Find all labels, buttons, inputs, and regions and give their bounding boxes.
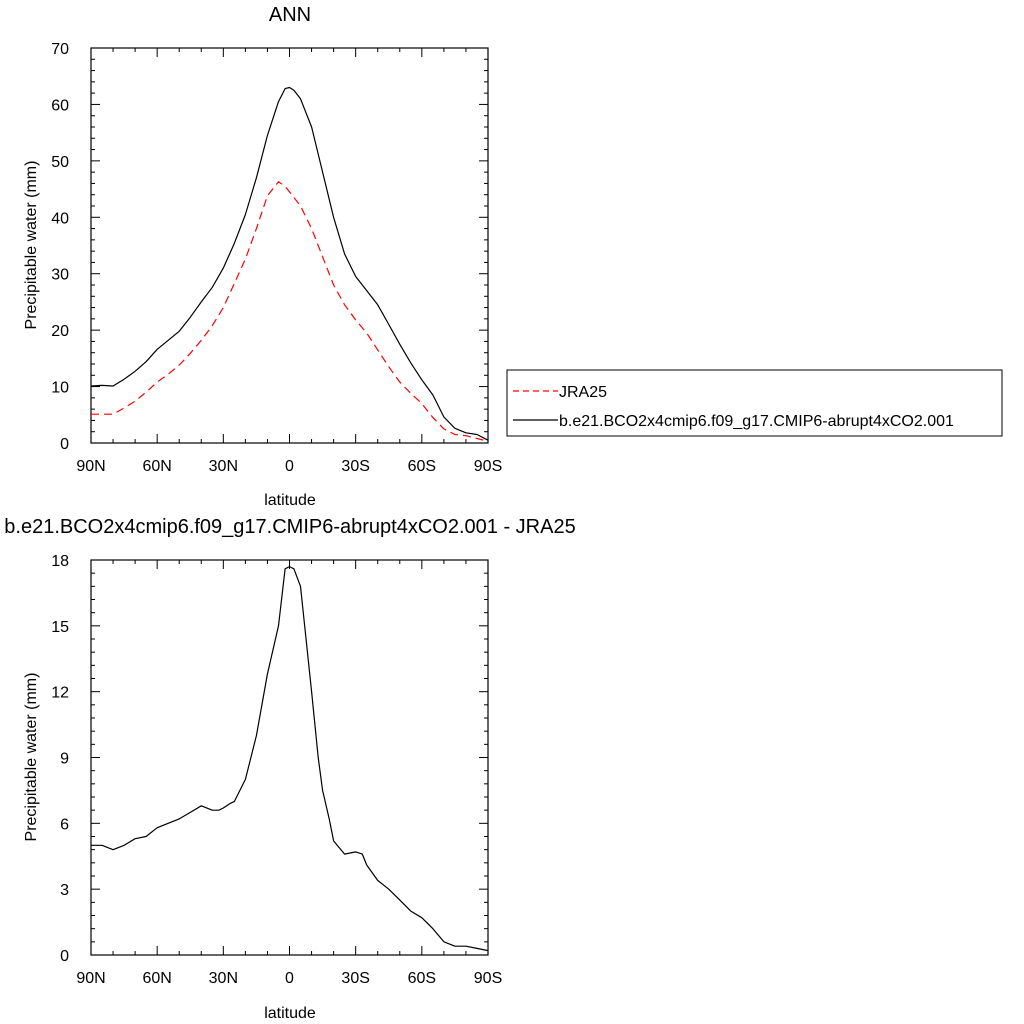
x-tick-label: 90S (474, 458, 502, 475)
x-tick-label: 90N (76, 458, 105, 475)
y-tick-label: 70 (51, 41, 69, 58)
y-tick-label: 50 (51, 154, 69, 171)
x-tick-label: 0 (285, 970, 294, 987)
y-tick-label: 40 (51, 210, 69, 227)
y-tick-label: 60 (51, 97, 69, 114)
y-tick-label: 18 (51, 553, 69, 570)
series-line-jra25 (91, 181, 489, 442)
top-panel-series (90, 86, 489, 442)
top-panel-legend: JRA25 b.e21.BCO2x4cmip6.f09_g17.CMIP6-ab… (506, 369, 1003, 437)
top-panel: ANN 90N 60N 30N 0 30S 60S 90S 0 10 20 30 40 50 60 70 l… (23, 4, 502, 509)
series-line-b-e21-bco2x4cmip6-f09-g17-cmip6-abrupt4xco2-001 (90, 86, 489, 441)
bottom-panel-ylabel: Precipitable water (mm) (23, 673, 40, 842)
y-tick-label: 20 (51, 323, 69, 340)
y-tick-label: 6 (60, 816, 69, 833)
top-panel-title: ANN (269, 4, 311, 26)
y-tick-label: 12 (51, 685, 69, 702)
x-tick-label: 90N (76, 970, 105, 987)
y-tick-label: 30 (51, 267, 69, 284)
y-tick-label: 0 (60, 948, 69, 965)
y-tick-label: 9 (60, 751, 69, 768)
legend-label-model: b.e21.BCO2x4cmip6.f09_g17.CMIP6-abrupt4x… (559, 413, 954, 430)
plot-frame (90, 47, 489, 444)
x-tick-label: 60S (408, 458, 436, 475)
x-tick-label: 30N (209, 970, 238, 987)
x-tick-label: 60N (142, 970, 171, 987)
bottom-panel: b.e21.BCO2x4cmip6.f09_g17.CMIP6-abrupt4x… (4, 516, 575, 1022)
x-tick-label: 90S (474, 970, 502, 987)
bottom-panel-axes: 90N 60N 30N 0 30S 60S 90S 0 3 6 9 12 15 18 (51, 553, 502, 987)
top-panel-axes: 90N 60N 30N 0 30S 60S 90S 0 10 20 30 40 50 60 70 (51, 41, 502, 475)
bottom-panel-series (91, 565, 489, 952)
legend-box (506, 369, 1003, 437)
y-tick-label: 3 (60, 882, 69, 899)
y-tick-label: 10 (51, 380, 69, 397)
top-panel-ylabel: Precipitable water (mm) (23, 161, 40, 330)
top-panel-xlabel: latitude (264, 492, 316, 509)
legend-label-jra25: JRA25 (559, 384, 607, 401)
x-tick-label: 60N (142, 458, 171, 475)
bottom-panel-xlabel: latitude (264, 1005, 316, 1022)
y-tick-label: 15 (51, 619, 69, 636)
x-tick-label: 0 (285, 458, 294, 475)
bottom-panel-title: b.e21.BCO2x4cmip6.f09_g17.CMIP6-abrupt4x… (4, 516, 575, 538)
plot-frame (90, 559, 489, 956)
series-line-series-0 (91, 565, 489, 952)
x-tick-label: 30S (341, 458, 369, 475)
y-tick-label: 0 (60, 436, 69, 453)
x-tick-label: 60S (408, 970, 436, 987)
x-tick-label: 30S (341, 970, 369, 987)
x-tick-label: 30N (209, 458, 238, 475)
